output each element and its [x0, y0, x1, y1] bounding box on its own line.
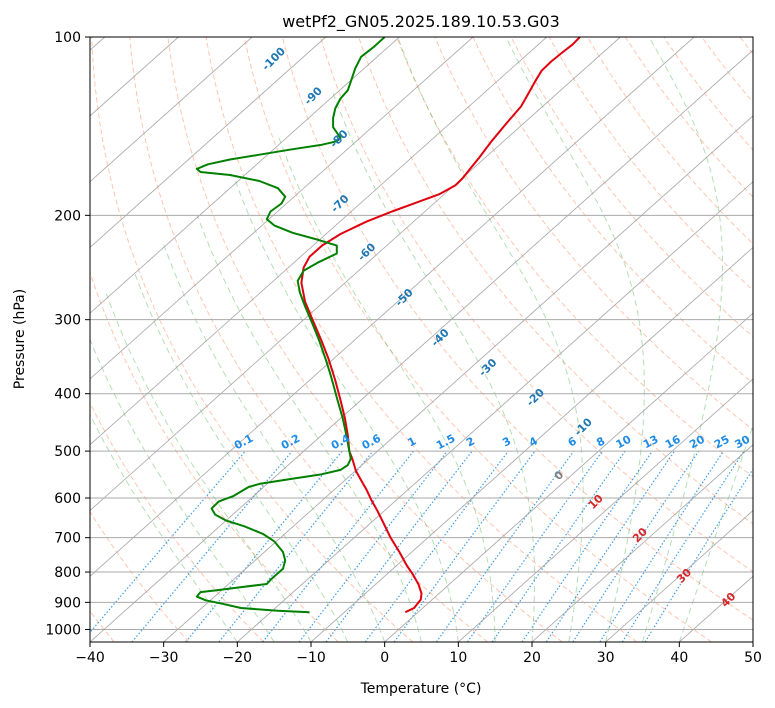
isotherm [90, 37, 621, 512]
mixing-ratio-line [621, 450, 745, 642]
isotherm [384, 312, 753, 642]
x-tick-label: 10 [449, 650, 467, 666]
y-tick-label: 900 [54, 595, 81, 611]
x-tick-label: −10 [296, 650, 326, 666]
mixing-ratio-line [572, 450, 700, 642]
y-tick-label: 600 [54, 491, 81, 507]
isotherm [237, 181, 753, 642]
mixing-ratio-line [467, 450, 603, 642]
moist-adiabat [642, 37, 723, 642]
background-lines [90, 37, 753, 642]
mixing-ratio-line [435, 450, 575, 642]
dry-adiabat [586, 37, 753, 245]
x-tick-label: 50 [744, 650, 762, 666]
y-tick-label: 400 [54, 387, 81, 403]
dry-adiabat [625, 37, 753, 198]
dry-adiabat [205, 37, 638, 642]
mixing-ratio-line [599, 450, 724, 642]
dry-adiabat [90, 270, 339, 642]
isotherm [605, 509, 753, 642]
y-tick-label: 700 [54, 531, 81, 547]
mixing-ratio-label: 10 [614, 433, 634, 452]
mixing-ratio-label: 30 [733, 433, 753, 452]
moist-adiabat [331, 90, 535, 642]
y-tick-label: 1000 [45, 622, 81, 638]
moist-adiabat [278, 137, 496, 642]
y-tick-label: 800 [54, 565, 81, 581]
dry-adiabat [434, 37, 753, 431]
x-tick-label: 30 [597, 650, 615, 666]
isotherm [90, 37, 695, 577]
x-tick-label: 20 [523, 650, 541, 666]
mixing-ratio-label: 16 [663, 433, 683, 452]
y-axis-label: Pressure (hPa) [12, 289, 28, 389]
moist-adiabat [234, 179, 459, 642]
dry-adiabat [472, 37, 753, 384]
moist-adiabat [505, 37, 645, 642]
x-tick-label: −20 [223, 650, 253, 666]
axis-ticks: −40 −30 −20 −10 0 10 20 30 40 50 100 200 300 400 500 60… [45, 30, 762, 666]
plot-frame [89, 36, 754, 643]
isotherm [752, 641, 753, 642]
dry-adiabat [90, 510, 190, 642]
isotherm [90, 37, 400, 314]
grid-lines [90, 37, 753, 642]
y-tick-label: 500 [54, 444, 81, 460]
mixing-ratio-line [262, 450, 415, 642]
x-tick-label: −30 [149, 650, 179, 666]
mixing-ratio-label: 36 [753, 433, 773, 452]
isotherm [310, 246, 753, 642]
dry-adiabat [167, 37, 563, 642]
mixing-ratio-line [325, 450, 473, 642]
dry-adiabat [320, 37, 753, 573]
mixing-ratio-label: 25 [712, 433, 732, 452]
y-tick-label: 300 [54, 313, 81, 329]
moist-adiabat [134, 272, 349, 642]
isotherm [531, 444, 753, 642]
dry-adiabat [129, 37, 488, 642]
dry-adiabat [91, 37, 414, 642]
x-tick-label: 40 [670, 650, 688, 666]
temperature-profile [300, 37, 581, 614]
mixing-ratio-label: 13 [641, 433, 661, 452]
mixing-ratio-label: 20 [687, 433, 707, 452]
x-axis-label: Temperature (°C) [360, 681, 482, 697]
profile-lines [195, 37, 581, 614]
mixing-ratio-line [545, 450, 676, 642]
y-tick-label: 200 [54, 208, 81, 224]
isotherm [458, 378, 753, 642]
mixing-ratio-line [90, 450, 246, 634]
x-tick-label: −40 [75, 650, 105, 666]
mixing-ratio-line [218, 450, 374, 642]
mixing-ratio-line [521, 450, 653, 642]
isotherm [90, 37, 253, 183]
chart-title: wetPf2_GN05.2025.189.10.53.G03 [282, 12, 560, 32]
dewpoint-profile [195, 37, 386, 614]
mixing-ratio-line [364, 450, 509, 642]
isotherm [90, 37, 474, 380]
plot-area [90, 37, 753, 642]
moist-adiabat [196, 215, 422, 642]
dry-adiabat [396, 37, 753, 478]
x-tick-label: 0 [380, 650, 389, 666]
moist-adiabat [162, 241, 386, 642]
dry-adiabat [281, 37, 753, 621]
moist-adiabat [397, 37, 584, 642]
isotherm [90, 37, 548, 446]
isotherm [163, 115, 753, 642]
moist-adiabat [105, 293, 312, 642]
isotherm [90, 37, 327, 249]
isotherm [90, 49, 753, 642]
dry-adiabat [243, 37, 712, 642]
dry-adiabat [358, 37, 753, 525]
mixing-ratio-line [298, 450, 448, 642]
y-tick-label: 100 [54, 30, 81, 46]
